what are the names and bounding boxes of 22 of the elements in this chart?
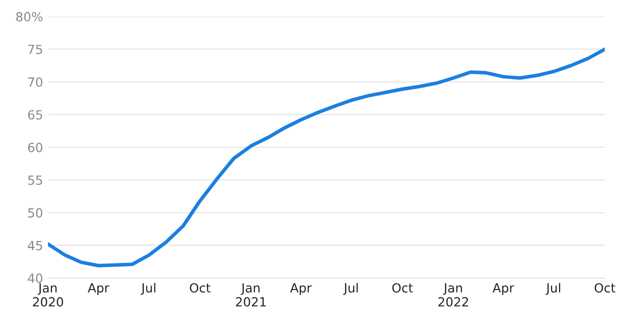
y-tick-label: 70 bbox=[28, 77, 42, 87]
x-tick-label: Apr bbox=[88, 283, 110, 295]
y-tick-label: 80% bbox=[16, 12, 42, 22]
y-tick-label: 75 bbox=[28, 44, 42, 54]
x-tick-label: Apr bbox=[492, 283, 514, 295]
y-tick-label: 40 bbox=[28, 274, 42, 283]
x-tick-label: Jan 2022 bbox=[438, 283, 468, 307]
y-tick-label: 65 bbox=[28, 110, 42, 120]
x-tick-label: Jul bbox=[546, 282, 560, 295]
x-tick-label: Oct bbox=[594, 283, 616, 293]
x-tick-label: Jul bbox=[343, 282, 358, 295]
x-tick-label: Oct bbox=[190, 283, 210, 293]
x-tick-label: Jul bbox=[140, 282, 156, 295]
line-series bbox=[48, 48, 605, 268]
y-tick-label: 45 bbox=[28, 240, 42, 250]
x-tick-label: Jan 2020 bbox=[33, 283, 64, 307]
y-tick-label: 60 bbox=[28, 142, 42, 152]
x-tick-label: Oct bbox=[392, 283, 413, 293]
x-tick-label: Jan 2021 bbox=[236, 283, 266, 307]
y-tick-label: 50 bbox=[28, 208, 42, 218]
x-tick-label: Apr bbox=[290, 283, 312, 295]
y-tick-label: 55 bbox=[28, 176, 42, 185]
